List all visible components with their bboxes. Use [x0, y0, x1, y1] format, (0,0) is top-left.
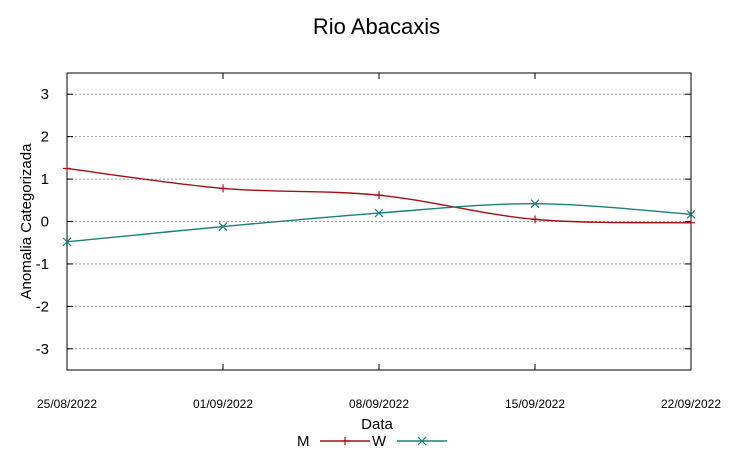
y-tick-label: 3 — [41, 86, 49, 103]
legend-marker-m — [341, 437, 349, 445]
x-tick-label: 01/09/2022 — [193, 397, 253, 411]
y-tick-label: -3 — [36, 341, 49, 358]
legend-marker-w — [417, 436, 427, 446]
x-tick-label: 15/09/2022 — [505, 397, 565, 411]
x-tick-label: 22/09/2022 — [661, 397, 721, 411]
data-point-m — [687, 218, 695, 227]
x-tick-label: 08/09/2022 — [349, 397, 409, 411]
data-point-w — [374, 208, 384, 218]
y-tick-label: 0 — [41, 214, 49, 231]
x-tick-label: 25/08/2022 — [37, 397, 97, 411]
y-tick-label: 1 — [41, 171, 49, 188]
y-axis-label: Anomalia Categorizada — [18, 143, 35, 300]
gridlines — [67, 93, 691, 350]
legend-label-w: W — [372, 433, 387, 450]
x-axis-label: Data — [361, 416, 393, 433]
chart-title: Rio Abacaxis — [312, 14, 441, 39]
data-point-w — [62, 237, 72, 247]
data-point-w — [530, 199, 540, 209]
series — [62, 164, 696, 247]
data-point-m — [219, 184, 227, 193]
data-point-m — [375, 191, 383, 200]
x-ticks: 25/08/2022 01/09/2022 08/09/2022 15/09/2022… — [37, 73, 721, 411]
data-point-m — [531, 215, 539, 224]
y-ticks: 3 2 1 0 -1 -2 -3 — [36, 86, 691, 358]
data-point-m — [63, 164, 71, 173]
data-point-w — [218, 222, 228, 232]
legend-label-m: M — [297, 433, 310, 450]
y-tick-label: -2 — [36, 298, 49, 315]
y-tick-label: 2 — [41, 129, 49, 146]
data-point-w — [686, 209, 696, 219]
y-tick-label: -1 — [36, 256, 49, 273]
